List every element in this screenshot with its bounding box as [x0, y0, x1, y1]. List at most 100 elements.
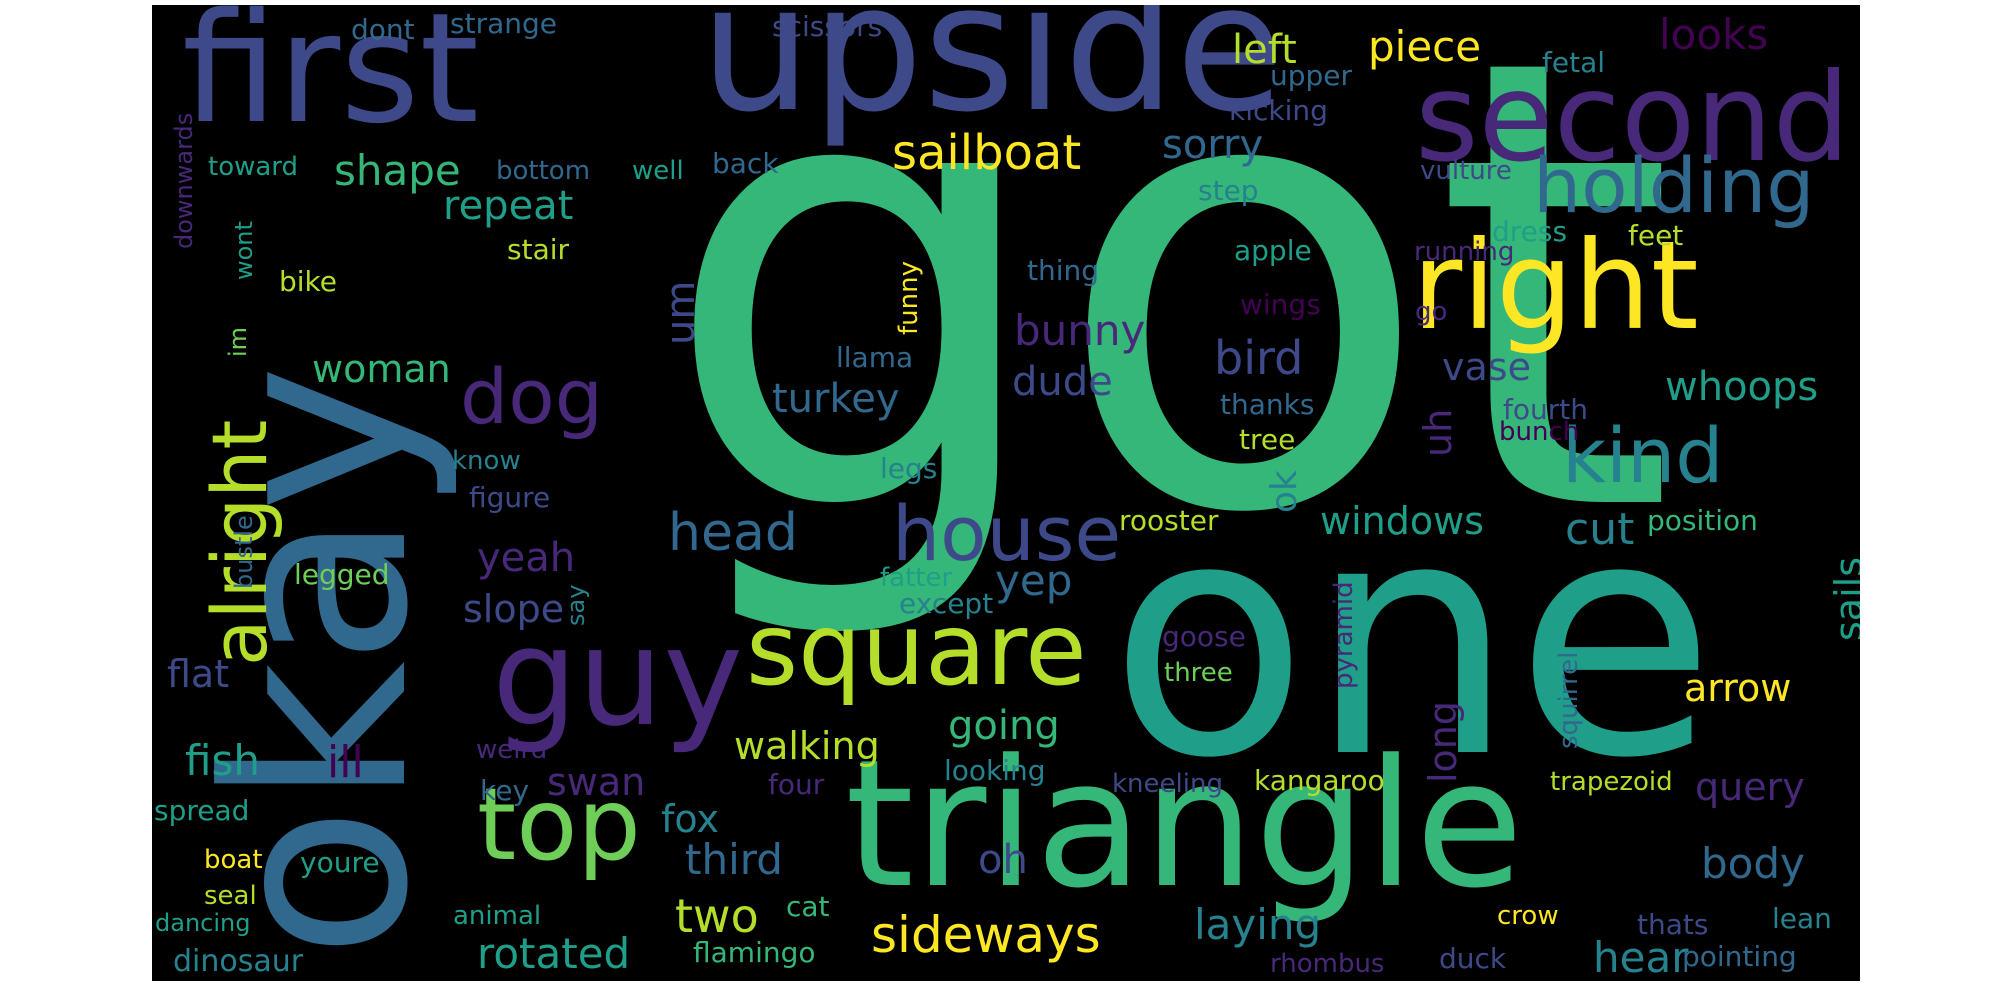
cloud-word: yep	[995, 556, 1073, 605]
cloud-word: thing	[1027, 254, 1100, 287]
cloud-word: holding	[1533, 141, 1815, 230]
cloud-word: stair	[507, 233, 570, 266]
cloud-word: top	[477, 766, 641, 883]
cloud-word: long	[1421, 700, 1465, 783]
cloud-word: second	[1415, 47, 1851, 189]
cloud-word: windows	[1320, 499, 1484, 543]
cloud-word: house	[892, 489, 1122, 578]
cloud-word: wings	[1240, 288, 1321, 321]
cloud-word: seal	[204, 881, 257, 911]
cloud-word: crow	[1497, 901, 1559, 931]
cloud-word: guy	[492, 599, 744, 756]
cloud-word: body	[1701, 839, 1805, 888]
cloud-word: three	[1164, 658, 1233, 688]
cloud-word: walking	[734, 724, 880, 768]
cloud-word: slope	[463, 587, 565, 631]
cloud-word: thats	[1637, 908, 1709, 941]
cloud-word: know	[452, 446, 521, 476]
cloud-word: feet	[1628, 219, 1684, 252]
cloud-word: laying	[1194, 900, 1322, 949]
cloud-word: apple	[1234, 234, 1312, 267]
cloud-word: ok	[1264, 470, 1305, 513]
cloud-word: tree	[1239, 423, 1296, 456]
cloud-word: yeah	[477, 535, 576, 581]
cloud-word: say	[562, 584, 590, 626]
cloud-word: triangle	[845, 722, 1524, 927]
cloud-word: llama	[836, 341, 914, 374]
cloud-word: right	[1412, 215, 1699, 357]
cloud-word: boat	[204, 845, 263, 875]
cloud-word: fourth	[1503, 393, 1588, 426]
cloud-word: looking	[944, 754, 1046, 787]
cloud-word: kind	[1562, 411, 1724, 500]
cloud-word: fatter	[880, 563, 953, 593]
cloud-word: one	[1109, 449, 1716, 829]
cloud-word: repeat	[443, 183, 574, 229]
cloud-word: going	[948, 703, 1060, 749]
cloud-word: scissors	[772, 10, 883, 43]
cloud-word: fox	[661, 797, 719, 841]
cloud-word: whoops	[1665, 364, 1819, 410]
cloud-word: sailboat	[892, 125, 1082, 181]
cloud-word: bottom	[496, 156, 591, 186]
cloud-word: square	[746, 591, 1087, 708]
cloud-word: head	[668, 503, 798, 563]
cloud-word: legged	[294, 558, 390, 591]
cloud-word: rotated	[477, 929, 631, 978]
cloud-word: got	[660, 5, 1676, 649]
cloud-word: weird	[476, 735, 548, 765]
cloud-word: dog	[460, 352, 603, 441]
cloud-word: trapezoid	[1550, 767, 1673, 797]
cloud-word: bunch	[1499, 417, 1580, 447]
cloud-word: third	[685, 835, 783, 884]
cloud-word: dont	[351, 13, 415, 46]
cloud-word: squirrel	[1554, 651, 1584, 749]
cloud-word: pointing	[1682, 940, 1797, 973]
cloud-word: youre	[300, 846, 380, 879]
cloud-word: dancing	[155, 909, 251, 937]
cloud-word: dude	[1012, 359, 1113, 405]
cloud-word: sideways	[871, 906, 1101, 964]
cloud-word: legs	[880, 452, 938, 485]
cloud-word: funny	[894, 261, 924, 335]
cloud-word: flat	[167, 652, 230, 696]
cloud-word: query	[1695, 765, 1805, 809]
cloud-word: fish	[185, 736, 260, 785]
cloud-word: um	[658, 280, 704, 345]
cloud-word: step	[1198, 174, 1259, 207]
cloud-word: uh	[1416, 408, 1460, 457]
cloud-word: woman	[312, 347, 451, 391]
cloud-word: arrow	[1684, 666, 1792, 710]
cloud-word: back	[712, 147, 779, 180]
cloud-word: position	[1647, 504, 1758, 537]
cloud-word: fetal	[1542, 46, 1605, 79]
cloud-word: lean	[1772, 902, 1832, 935]
cloud-word: sails	[1827, 557, 1860, 641]
cloud-word: running	[1414, 237, 1515, 267]
cloud-word: left	[1232, 27, 1297, 73]
cloud-word: im	[224, 326, 252, 357]
cloud-word: looks	[1659, 10, 1769, 59]
cloud-word: rooster	[1119, 504, 1219, 537]
cloud-word: well	[632, 156, 684, 186]
cloud-word: dinosaur	[173, 944, 304, 979]
cloud-word: two	[675, 889, 759, 943]
cloud-word: rhombus	[1270, 949, 1385, 979]
cloud-word: kneeling	[1112, 769, 1223, 799]
cloud-word: cat	[786, 890, 830, 923]
cloud-word: except	[899, 587, 994, 620]
cloud-word: duck	[1439, 942, 1507, 975]
cloud-word: upper	[1270, 59, 1353, 92]
cloud-word: key	[480, 774, 530, 807]
cloud-word: spread	[154, 794, 250, 827]
cloud-word: cut	[1565, 504, 1635, 555]
cloud-word: upside	[700, 5, 1284, 151]
cloud-word: kangaroo	[1254, 764, 1385, 797]
cloud-word: thanks	[1220, 388, 1315, 421]
cloud-word: shape	[334, 146, 461, 195]
cloud-word: bustle	[230, 515, 258, 589]
cloud-word: vase	[1442, 345, 1531, 389]
cloud-word: figure	[469, 481, 551, 514]
cloud-word: kicking	[1229, 94, 1328, 127]
cloud-word: bunny	[1014, 306, 1146, 355]
